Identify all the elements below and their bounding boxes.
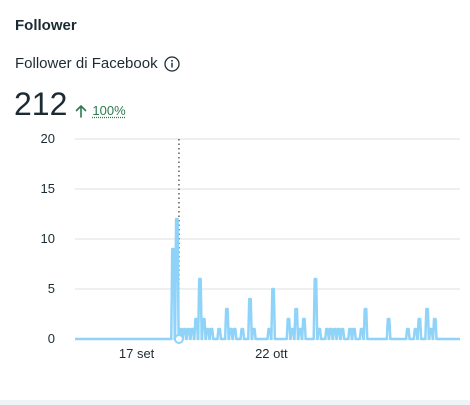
x-tick-label: 22 ott bbox=[255, 346, 288, 361]
series-line bbox=[75, 217, 460, 341]
follower-total: 212 bbox=[14, 86, 68, 122]
followers-chart[interactable]: 0 5 10 15 20 17 set 22 ott bbox=[0, 125, 470, 370]
metric-value-row: 212 100% bbox=[14, 88, 126, 120]
y-tick-label: 0 bbox=[48, 331, 55, 346]
metric-header: Follower di Facebook bbox=[15, 55, 180, 72]
section-title: Follower bbox=[15, 17, 77, 34]
x-tick-label: 17 set bbox=[119, 346, 155, 361]
metric-label: Follower di Facebook bbox=[15, 55, 158, 72]
trend-indicator: 100% bbox=[75, 103, 126, 118]
trend-percent[interactable]: 100% bbox=[92, 103, 126, 118]
y-tick-label: 10 bbox=[41, 231, 55, 246]
y-tick-label: 15 bbox=[41, 181, 55, 196]
y-tick-label: 20 bbox=[41, 131, 55, 146]
info-circle-icon[interactable] bbox=[163, 55, 180, 72]
card-divider bbox=[0, 400, 470, 405]
y-tick-label: 5 bbox=[48, 281, 55, 296]
hover-marker-point bbox=[173, 334, 184, 344]
arrow-up-icon bbox=[75, 104, 87, 118]
